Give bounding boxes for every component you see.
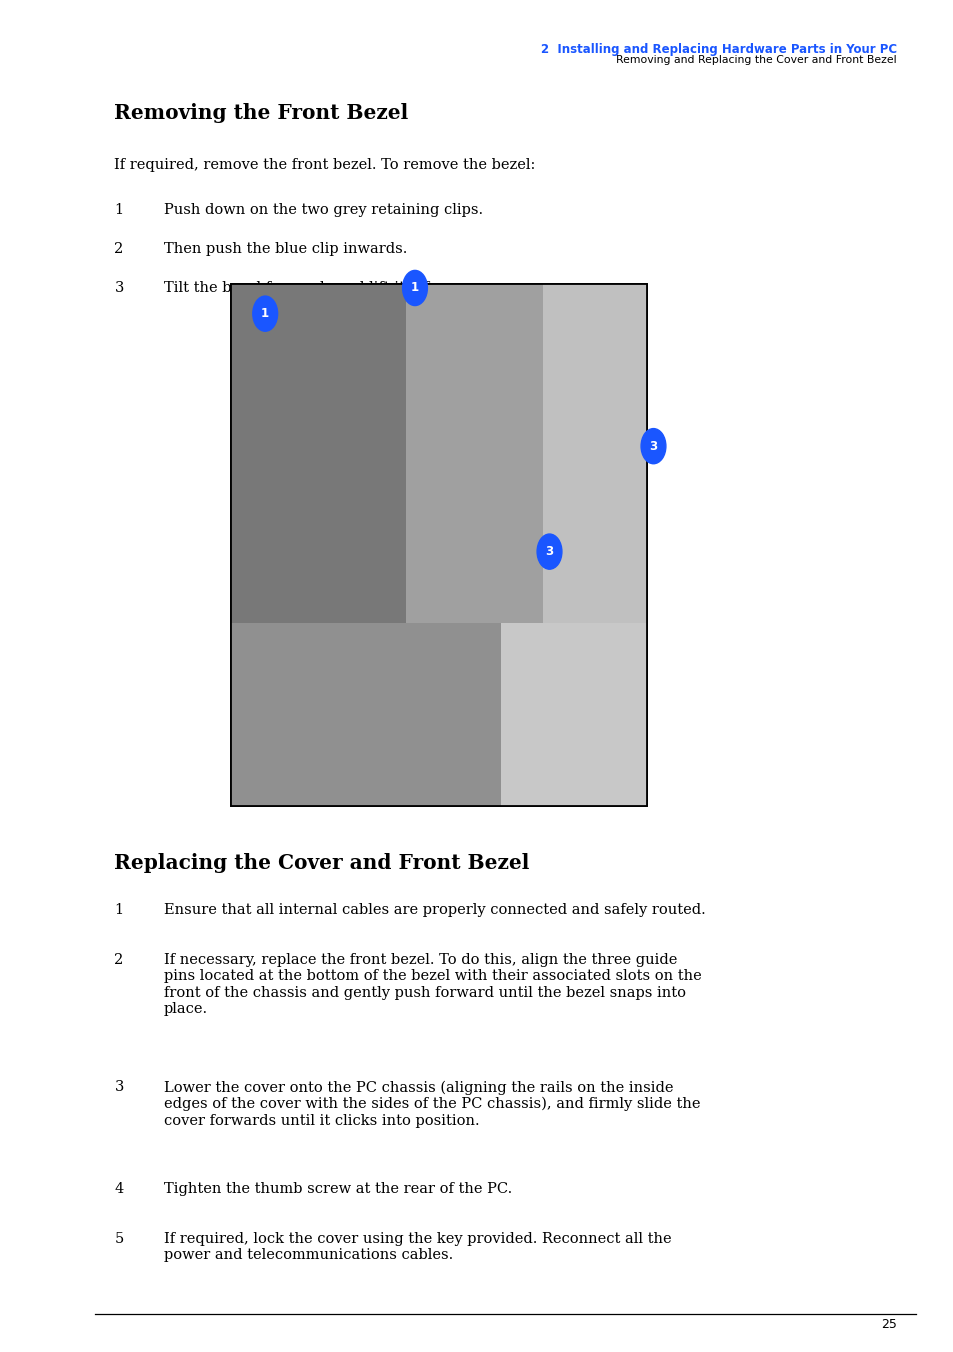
Text: 3: 3	[114, 281, 124, 295]
Circle shape	[253, 296, 277, 331]
Text: 5: 5	[114, 1232, 124, 1245]
Text: 3: 3	[114, 1080, 124, 1094]
Text: Removing and Replacing the Cover and Front Bezel: Removing and Replacing the Cover and Fro…	[616, 55, 896, 65]
Text: Push down on the two grey retaining clips.: Push down on the two grey retaining clip…	[164, 203, 483, 216]
Text: 4: 4	[114, 1182, 124, 1195]
Text: Replacing the Cover and Front Bezel: Replacing the Cover and Front Bezel	[114, 853, 529, 873]
Bar	[231, 284, 405, 623]
Text: 2  Installing and Replacing Hardware Parts in Your PC: 2 Installing and Replacing Hardware Part…	[540, 43, 896, 57]
Text: 2: 2	[114, 242, 124, 256]
Text: Tighten the thumb screw at the rear of the PC.: Tighten the thumb screw at the rear of t…	[164, 1182, 512, 1195]
Text: 3: 3	[649, 439, 657, 453]
Text: Ensure that all internal cables are properly connected and safely routed.: Ensure that all internal cables are prop…	[164, 903, 705, 917]
Bar	[542, 284, 646, 623]
Bar	[405, 284, 542, 623]
Bar	[500, 623, 646, 806]
Bar	[231, 623, 500, 806]
Text: 1: 1	[411, 281, 418, 295]
Text: If required, lock the cover using the key provided. Reconnect all the
power and : If required, lock the cover using the ke…	[164, 1232, 671, 1261]
Text: If required, remove the front bezel. To remove the bezel:: If required, remove the front bezel. To …	[114, 158, 536, 172]
Text: Then push the blue clip inwards.: Then push the blue clip inwards.	[164, 242, 407, 256]
Text: Tilt the bezel forwards and lift it off.: Tilt the bezel forwards and lift it off.	[164, 281, 433, 295]
Text: 1: 1	[114, 903, 124, 917]
Text: Lower the cover onto the PC chassis (aligning the rails on the inside
edges of t: Lower the cover onto the PC chassis (ali…	[164, 1080, 700, 1128]
Text: Removing the Front Bezel: Removing the Front Bezel	[114, 103, 408, 123]
Circle shape	[537, 534, 561, 569]
Circle shape	[402, 270, 427, 306]
Bar	[231, 284, 646, 806]
Bar	[231, 284, 646, 806]
Text: 3: 3	[545, 545, 553, 558]
Text: 1: 1	[114, 203, 124, 216]
Text: 2: 2	[114, 953, 124, 967]
Text: 1: 1	[261, 307, 269, 320]
Text: 25: 25	[880, 1318, 896, 1332]
Text: If necessary, replace the front bezel. To do this, align the three guide
pins lo: If necessary, replace the front bezel. T…	[164, 953, 701, 1015]
Circle shape	[640, 429, 665, 464]
